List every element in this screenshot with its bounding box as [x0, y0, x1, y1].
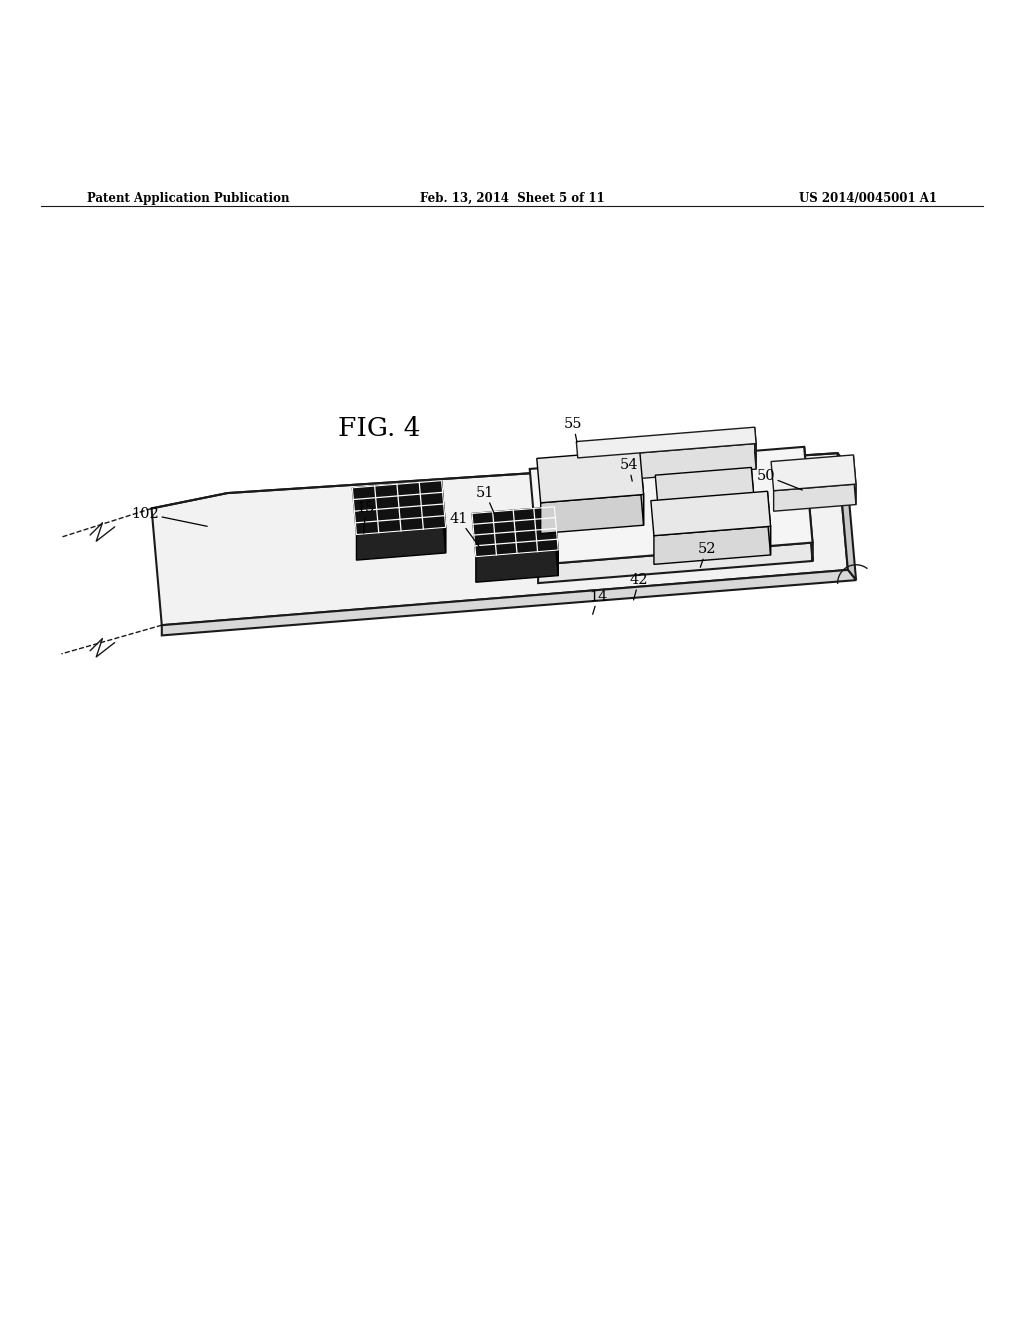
Polygon shape: [654, 527, 770, 565]
Text: 51: 51: [476, 486, 495, 513]
Polygon shape: [162, 570, 856, 635]
Polygon shape: [539, 543, 813, 583]
Text: 54: 54: [620, 458, 638, 482]
Polygon shape: [853, 455, 856, 504]
Polygon shape: [651, 491, 770, 536]
Polygon shape: [657, 494, 754, 527]
Polygon shape: [537, 450, 643, 503]
Text: 102: 102: [131, 507, 207, 527]
Polygon shape: [771, 455, 856, 491]
Polygon shape: [529, 447, 813, 565]
Polygon shape: [577, 428, 756, 458]
Polygon shape: [804, 447, 813, 561]
Text: FIG. 4: FIG. 4: [338, 416, 420, 441]
Text: Patent Application Publication: Patent Application Publication: [87, 191, 290, 205]
Text: 15: 15: [356, 502, 375, 533]
Polygon shape: [578, 444, 756, 483]
Text: 41: 41: [450, 512, 479, 548]
Text: 52: 52: [697, 543, 716, 568]
Text: 14: 14: [589, 590, 607, 614]
Text: 50: 50: [757, 469, 802, 490]
Polygon shape: [752, 467, 754, 519]
Polygon shape: [774, 484, 856, 511]
Polygon shape: [441, 480, 445, 553]
Polygon shape: [768, 491, 770, 554]
Polygon shape: [838, 453, 856, 579]
Polygon shape: [352, 480, 445, 535]
Polygon shape: [640, 450, 643, 525]
Text: 42: 42: [630, 573, 648, 601]
Polygon shape: [755, 428, 756, 469]
Polygon shape: [541, 495, 643, 533]
Polygon shape: [655, 467, 754, 500]
Text: US 2014/0045001 A1: US 2014/0045001 A1: [799, 191, 937, 205]
Polygon shape: [472, 507, 558, 557]
Polygon shape: [356, 527, 445, 560]
Polygon shape: [476, 550, 558, 582]
Text: Feb. 13, 2014  Sheet 5 of 11: Feb. 13, 2014 Sheet 5 of 11: [420, 191, 604, 205]
Polygon shape: [554, 507, 558, 576]
Polygon shape: [152, 453, 848, 626]
Text: 55: 55: [564, 417, 583, 442]
